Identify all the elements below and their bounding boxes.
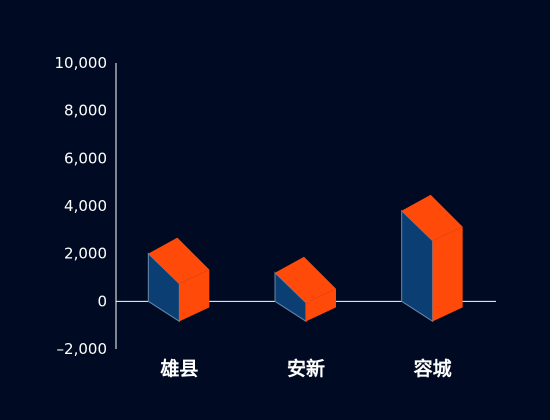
bar-side-face	[306, 288, 336, 322]
bar-容城	[401, 194, 463, 323]
bar-top-face	[401, 194, 463, 241]
y-tick-label: 0	[97, 292, 107, 310]
labels-group: –2,000 0 2,000 4,000 6,000 8,000 10,000 雄县 安新 容城	[55, 54, 452, 380]
bar-top-face	[275, 256, 336, 303]
y-tick-label: 10,000	[55, 54, 108, 72]
bar-side-face	[432, 226, 463, 322]
bar-top-face	[148, 237, 210, 284]
bar-安新	[274, 256, 336, 323]
y-tick-label: 8,000	[64, 102, 107, 120]
bar-雄县	[147, 237, 210, 323]
bars-group	[147, 194, 463, 323]
bar-side-face	[179, 269, 210, 322]
x-category-label: 雄县	[159, 357, 198, 380]
x-category-label: 容城	[414, 357, 452, 380]
y-tick-label: 2,000	[64, 245, 107, 263]
y-tick-label: 4,000	[64, 197, 107, 215]
x-category-label: 安新	[287, 357, 325, 380]
y-tick-label: 6,000	[64, 149, 107, 167]
y-tick-label: –2,000	[57, 340, 107, 358]
